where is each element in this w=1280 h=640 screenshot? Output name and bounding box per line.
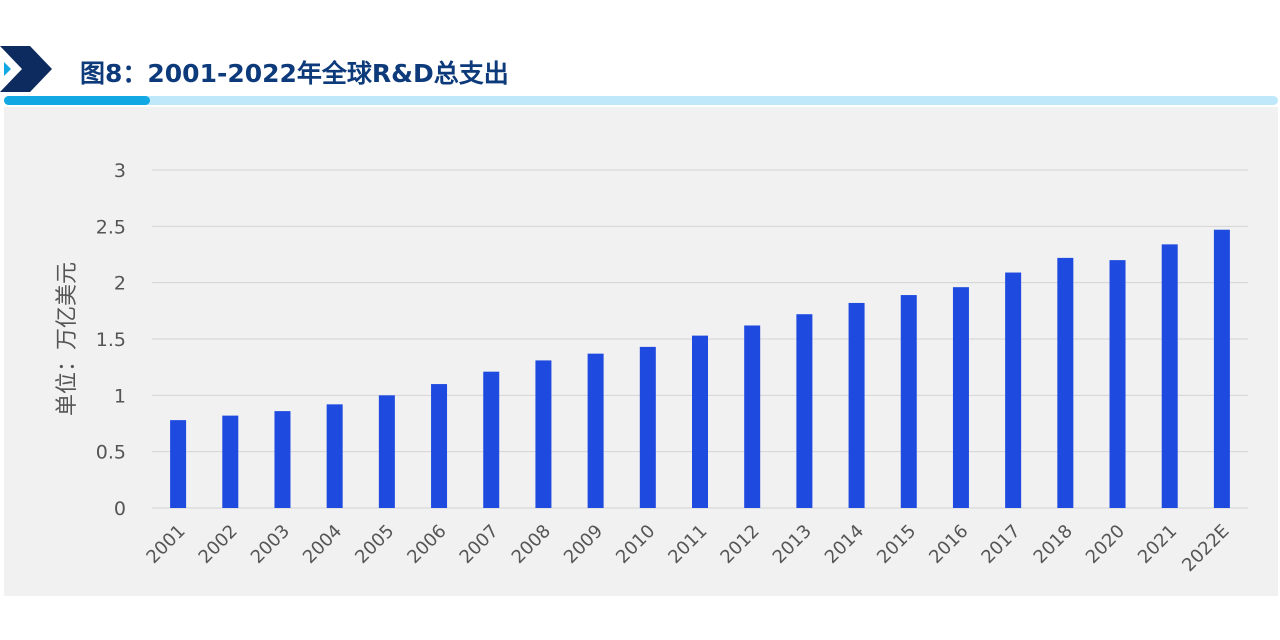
bar-2007 [483,371,500,508]
y-tick-label: 1.5 [96,329,126,351]
bar-2020 [1109,260,1126,508]
bar-2005 [378,395,395,508]
y-tick-label: 0 [114,498,126,520]
x-tick-label: 2010 [612,521,659,568]
y-axis-tick-labels: 0 0.5 1 1.5 2 2.5 3 [96,160,126,520]
bar-2004 [326,404,343,508]
x-tick-label: 2016 [925,521,972,568]
x-tick-label: 2012 [716,521,763,568]
bar-2003 [274,411,291,508]
x-tick-label: 2001 [142,521,189,568]
x-tick-label: 2003 [247,521,294,568]
figure-header: 图8：2001-2022年全球R&D总支出 [0,40,1280,106]
x-tick-label: 2021 [1134,521,1181,568]
bar-2017 [1005,272,1022,508]
bar-2013 [796,314,813,508]
x-tick-label: 2008 [508,521,555,568]
chevron-right-icon [0,46,52,92]
bar-2001 [170,420,187,508]
bar-chart: 00.511.522.53 2001 2002 2003 2004 2005 2006 20… [55,160,1248,576]
bar-2021 [1161,244,1178,509]
x-tick-label: 2002 [195,521,242,568]
y-tick-label: 2 [114,273,126,295]
x-tick-label: 2022E [1178,521,1233,576]
x-tick-label: 2013 [769,521,816,568]
bar-2006 [431,384,448,508]
bars [170,229,1230,509]
x-tick-label: 2011 [664,521,711,568]
bar-2011 [692,335,708,508]
x-tick-label: 2020 [1082,521,1129,568]
x-tick-label: 2006 [403,521,450,568]
bar-2022E [1213,229,1230,509]
y-tick-label: 2.5 [96,216,126,238]
bar-2014 [848,302,865,508]
x-tick-label: 2015 [873,521,920,568]
header-underline-accent [4,96,150,105]
bar-2015 [900,295,917,508]
y-axis-title: 单位：万亿美元 [55,262,80,416]
x-tick-label: 2004 [299,521,346,568]
bar-2016 [952,287,969,508]
x-tick-label: 2005 [351,521,398,568]
bar-2008 [535,360,552,508]
bar-2002 [222,415,239,508]
y-tick-label: 3 [114,160,126,182]
bar-2012 [744,325,761,508]
y-tick-label: 0.5 [96,442,126,464]
x-tick-label: 2007 [456,521,503,568]
x-tick-label: 2014 [821,521,868,568]
figure-title: 图8：2001-2022年全球R&D总支出 [80,59,509,88]
x-tick-label: 2018 [1030,521,1077,568]
x-axis-tick-labels: 2001 2002 2003 2004 2005 2006 2007 2008 2009 2010… [142,521,1233,576]
chart-panel: 0 0.5 1 1.5 2 2.5 3 2001 2002 2003 2004 2005 2006 20… [4,107,1278,596]
header-underline-bar [4,96,1278,105]
bar-2009 [587,353,604,508]
x-tick-label: 2009 [560,521,607,568]
y-tick-label: 1 [114,385,126,407]
x-tick-label: 2017 [977,521,1024,568]
bar-2018 [1057,257,1074,508]
bar-2010 [639,346,656,508]
